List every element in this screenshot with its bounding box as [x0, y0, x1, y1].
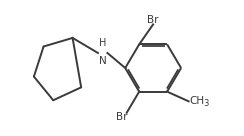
Text: Br: Br	[147, 15, 159, 25]
Text: CH: CH	[190, 96, 205, 106]
Text: N: N	[99, 56, 107, 66]
Text: 3: 3	[203, 99, 209, 108]
Text: H: H	[99, 38, 106, 48]
Text: Br: Br	[116, 112, 128, 122]
